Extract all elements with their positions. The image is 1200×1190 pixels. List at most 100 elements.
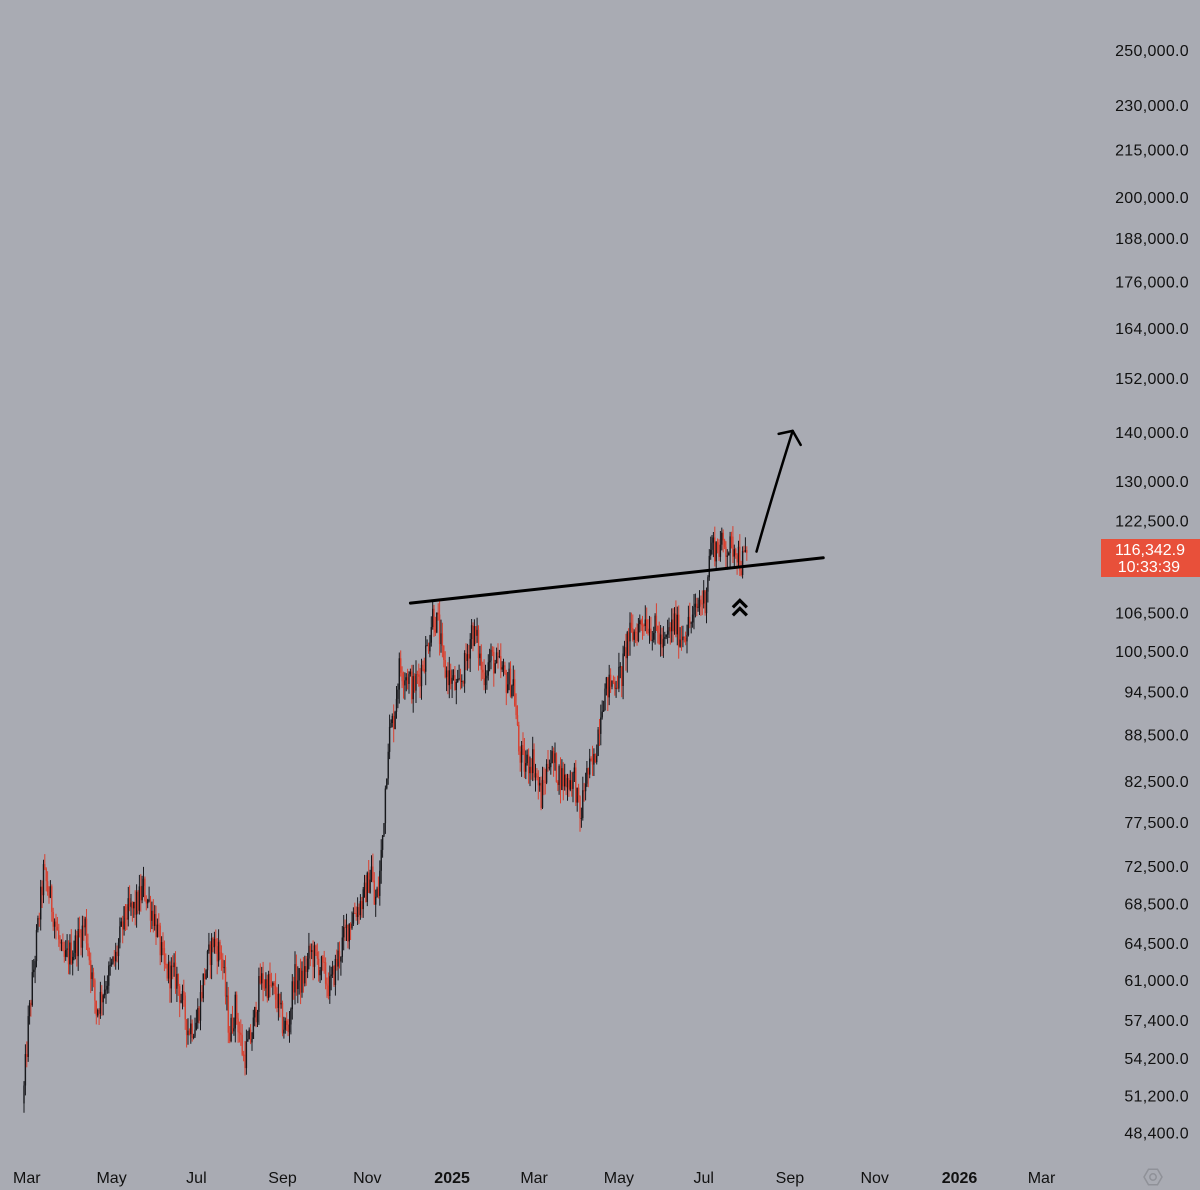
candle-body (466, 654, 469, 661)
candle-body (333, 966, 335, 986)
price-tick-label: 88,500.0 (1124, 728, 1189, 745)
candle-body (559, 766, 562, 790)
candle-body (493, 651, 495, 674)
price-tick-label: 48,400.0 (1124, 1126, 1189, 1143)
candle-body (123, 906, 125, 930)
candle-body (77, 929, 79, 957)
candle-body (23, 1085, 25, 1104)
candle-body (249, 1029, 252, 1043)
candle-body (384, 788, 387, 824)
candle-body (229, 1032, 231, 1042)
candle-body (691, 614, 694, 623)
candle-body (412, 676, 414, 700)
candle-body (690, 622, 692, 624)
candle-body (576, 787, 578, 803)
candle-body (437, 612, 439, 615)
candle-body (532, 749, 534, 774)
candle-body (306, 958, 309, 972)
candle-body (729, 536, 731, 554)
price-tick-label: 176,000.0 (1115, 274, 1189, 291)
candle-body (423, 668, 425, 672)
candle-body (137, 891, 139, 911)
candle-body (98, 1009, 100, 1014)
candle-body (508, 668, 510, 685)
candle-body (315, 945, 317, 952)
candle-body (26, 1054, 28, 1057)
price-tick-label: 72,500.0 (1124, 859, 1189, 876)
candle-body (156, 924, 159, 937)
candle-body (212, 938, 214, 948)
candle-body (654, 615, 656, 633)
candle-body (445, 670, 448, 678)
candle-body (609, 674, 612, 687)
price-axis[interactable]: 250,000.0 230,000.0 215,000.0 200,000.0 188,… (1115, 43, 1189, 1143)
candle-body (712, 537, 715, 543)
candle-body (188, 1030, 191, 1035)
last-price-badge: 116,342.9 10:33:39 (1101, 539, 1200, 577)
candle-body (313, 945, 316, 967)
candle-body (655, 615, 658, 626)
candle-body (497, 652, 499, 657)
chart-settings-gear-icon[interactable] (1143, 1168, 1163, 1186)
candle-body (85, 918, 88, 944)
candle-body (147, 899, 149, 904)
price-tick-label: 61,000.0 (1124, 973, 1189, 990)
candle-body (433, 608, 435, 630)
candle-body (251, 1038, 253, 1043)
candle-body (108, 965, 110, 986)
candle-body (648, 628, 651, 633)
price-tick-label: 200,000.0 (1115, 190, 1189, 207)
candle-body (397, 689, 399, 699)
candle-body (473, 626, 476, 646)
candle-body (594, 754, 596, 763)
candle-body (30, 1002, 32, 1006)
time-axis[interactable]: Mar May Jul Sep Nov 2025 Mar May Jul Sep Nov 2026 Ma… (13, 1170, 1056, 1187)
price-tick-label: 64,500.0 (1124, 936, 1189, 953)
projection-arrow[interactable] (755, 429, 794, 553)
candle-body (541, 780, 544, 808)
candle-body (614, 682, 616, 689)
candle-body (543, 780, 545, 782)
candle-body (639, 620, 641, 624)
candle-body (87, 943, 89, 952)
candle-body (625, 647, 627, 659)
candle-body (274, 986, 277, 1000)
candle-body (46, 881, 49, 892)
candle-body (430, 627, 432, 643)
candle-body (601, 711, 603, 718)
price-tick-label: 230,000.0 (1115, 98, 1189, 115)
trendline[interactable] (408, 556, 825, 605)
candle-body (405, 677, 407, 681)
candle-body (159, 925, 161, 956)
candle-body (320, 956, 323, 970)
candle-body (416, 674, 419, 675)
candle-body (452, 675, 455, 678)
candle-body (195, 1022, 198, 1030)
candle-body (172, 965, 174, 967)
candle-body (540, 782, 542, 808)
candle-body (427, 645, 430, 652)
candle-body (106, 985, 109, 990)
candle-body (434, 629, 437, 633)
price-tick-label: 188,000.0 (1115, 231, 1189, 248)
candle-body (370, 866, 373, 880)
candle-body (468, 654, 470, 659)
candle-body (138, 886, 141, 911)
candle-body (673, 613, 676, 632)
candle-body (187, 1030, 189, 1036)
candle-body (233, 1028, 235, 1032)
candle-body (693, 607, 695, 615)
price-tick-label: 54,200.0 (1124, 1051, 1189, 1068)
candle-body (406, 677, 409, 684)
candle-body (465, 653, 467, 662)
candle-body (429, 642, 431, 652)
candle-body (596, 755, 598, 763)
candle-body (740, 570, 742, 575)
candle-body (158, 924, 160, 926)
candle-body (183, 991, 185, 996)
candle-body (725, 546, 727, 557)
price-tick-label: 82,500.0 (1124, 774, 1189, 791)
candle-body (336, 959, 338, 967)
candle-body (730, 536, 733, 538)
